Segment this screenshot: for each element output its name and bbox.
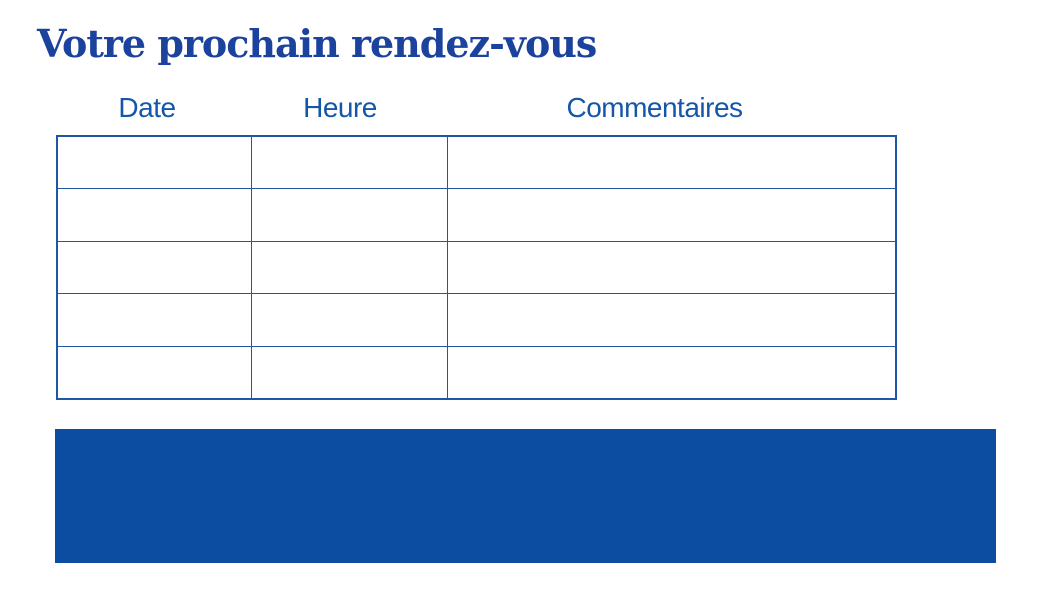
column-header-commentaires: Commentaires [566, 92, 743, 123]
table-cell [250, 188, 448, 242]
table-cell [250, 240, 448, 294]
footer-band [55, 429, 996, 563]
table-cell [56, 240, 252, 294]
table-cell [446, 345, 897, 399]
page-title: Votre prochain rendez-vous [37, 21, 597, 66]
table-row [56, 240, 897, 294]
table-cell [446, 293, 897, 347]
table-cell [56, 188, 252, 242]
table-cell [446, 240, 897, 294]
table-cell [446, 135, 897, 189]
table-cell [56, 345, 252, 399]
table-cell [250, 293, 448, 347]
table-row [56, 293, 897, 347]
table-cell [56, 293, 252, 347]
table-cell [446, 188, 897, 242]
table-cell [56, 135, 252, 189]
appointments-table [56, 135, 897, 400]
column-header-date: Date [118, 92, 176, 123]
appointments-table-body [56, 135, 897, 399]
table-header-row: Date Heure Commentaires [56, 92, 895, 124]
table-cell [250, 345, 448, 399]
table-cell [250, 135, 448, 189]
table-row [56, 345, 897, 399]
column-header-heure: Heure [303, 92, 377, 123]
table-row [56, 188, 897, 242]
table-row [56, 135, 897, 189]
